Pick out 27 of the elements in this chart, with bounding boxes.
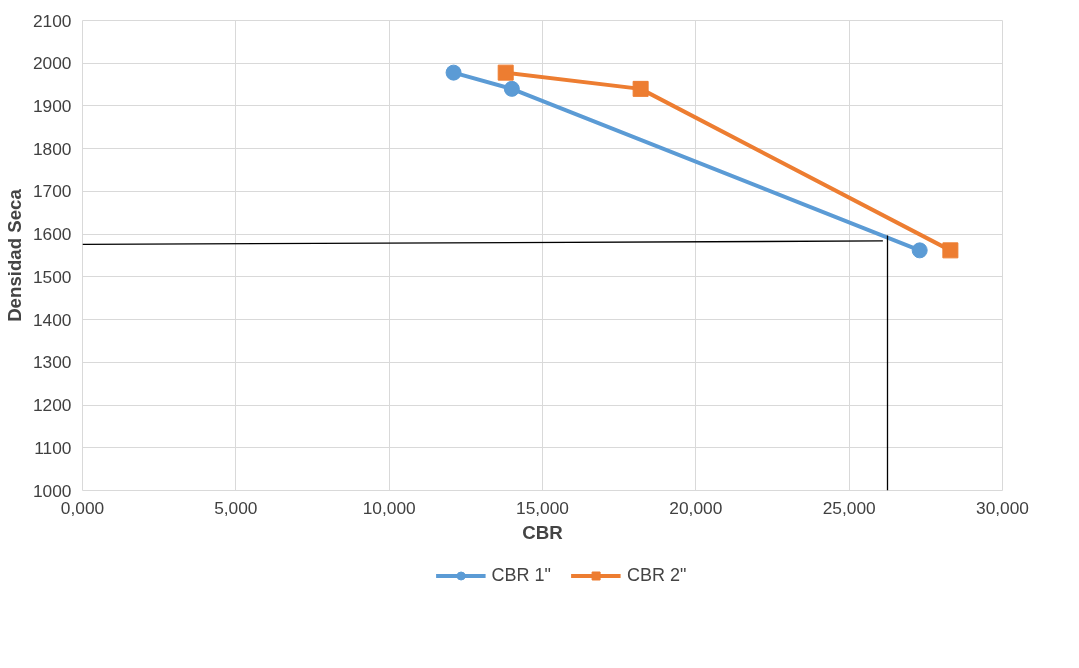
x-tick-label: 15,000	[516, 497, 569, 518]
y-tick-label: 1200	[32, 395, 72, 416]
point	[911, 242, 928, 259]
y-axis-title: Densidad Seca	[3, 188, 25, 322]
y-tick-label: 1400	[32, 309, 72, 330]
y-tick-label: 1800	[32, 138, 72, 159]
point	[503, 80, 520, 97]
y-tick-label: 1700	[32, 181, 72, 202]
x-tick-label: 10,000	[362, 497, 416, 518]
y-tick-label: 1600	[32, 224, 72, 245]
y-tick-label: 1500	[32, 266, 72, 287]
point	[497, 64, 514, 81]
y-tick-label: 1100	[34, 437, 72, 458]
x-tick-label: 5,000	[214, 497, 258, 518]
legend-label: CBR 1"	[491, 564, 551, 586]
point	[632, 80, 649, 97]
point	[942, 242, 959, 259]
x-tick-label: 20,000	[669, 497, 723, 518]
y-tick-label: 1900	[32, 95, 72, 116]
x-axis-title: CBR	[522, 521, 564, 543]
point	[445, 64, 462, 81]
y-tick-label: 2000	[32, 53, 72, 74]
x-tick-label: 25,000	[822, 497, 876, 518]
y-tick-label: 2100	[32, 10, 72, 31]
y-tick-label: 1300	[32, 352, 72, 373]
x-tick-label: 30,000	[976, 497, 1029, 518]
legend-label: CBR 2"	[627, 564, 687, 586]
